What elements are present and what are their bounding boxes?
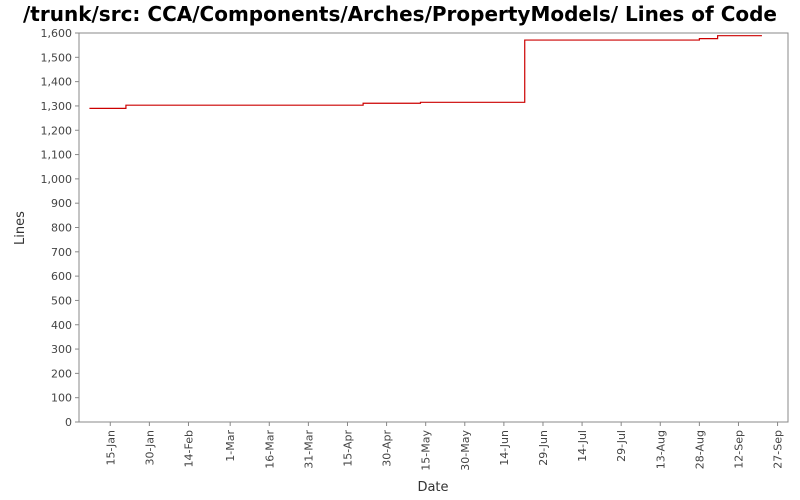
y-axis: 0 100 200 300 400 500 600 700 800 900 1,000 1,100 1,… (41, 27, 79, 429)
x-tick-label: 29-Jul (615, 430, 628, 462)
y-tick-label: 200 (51, 367, 72, 380)
x-tick-label: 15-Apr (341, 430, 354, 467)
y-tick-label: 1,100 (41, 149, 73, 162)
y-tick-label: 0 (65, 416, 72, 429)
y-tick-label: 1,400 (41, 76, 73, 89)
x-tick-label: 1-Mar (224, 430, 237, 462)
y-tick-label: 1,300 (41, 100, 73, 113)
x-tick-label: 14-Feb (182, 430, 195, 467)
x-tick-label: 27-Sep (772, 430, 785, 469)
y-tick-label: 900 (51, 197, 72, 210)
y-tick-label: 400 (51, 319, 72, 332)
x-tick-label: 15-May (420, 430, 433, 471)
x-tick-label: 29-Jun (537, 430, 550, 466)
x-tick-label: 13-Aug (654, 430, 667, 469)
x-tick-label: 14-Jun (498, 430, 511, 466)
x-tick-label: 14-Jul (576, 430, 589, 462)
chart-title: /trunk/src: CCA/Components/Arches/Proper… (23, 2, 777, 26)
y-tick-label: 800 (51, 222, 72, 235)
y-axis-title: Lines (13, 211, 28, 245)
x-tick-label: 30-Jan (143, 430, 156, 466)
x-tick-label: 31-Mar (302, 430, 315, 469)
x-tick-label: 12-Sep (732, 430, 745, 469)
x-tick-label: 30-May (459, 430, 472, 471)
series-line (89, 35, 762, 109)
y-tick-label: 700 (51, 246, 72, 259)
x-tick-label: 16-Mar (263, 430, 276, 469)
y-tick-label: 1,500 (41, 51, 73, 64)
y-tick-label: 300 (51, 343, 72, 356)
plot-area (78, 32, 789, 423)
x-axis: 15-Jan 30-Jan 14-Feb 1-Mar 16-Mar 31-Mar 15-Ap… (104, 422, 785, 471)
y-tick-label: 1,000 (41, 173, 73, 186)
y-tick-label: 600 (51, 270, 72, 283)
series-layer (89, 35, 762, 109)
y-tick-label: 1,200 (41, 124, 73, 137)
x-tick-label: 15-Jan (104, 430, 117, 466)
x-axis-title: Date (417, 480, 448, 495)
x-tick-label: 28-Aug (693, 430, 706, 469)
x-tick-label: 30-Apr (381, 430, 394, 467)
y-tick-label: 1,600 (41, 27, 73, 40)
y-tick-label: 100 (51, 392, 72, 405)
y-tick-label: 500 (51, 294, 72, 307)
